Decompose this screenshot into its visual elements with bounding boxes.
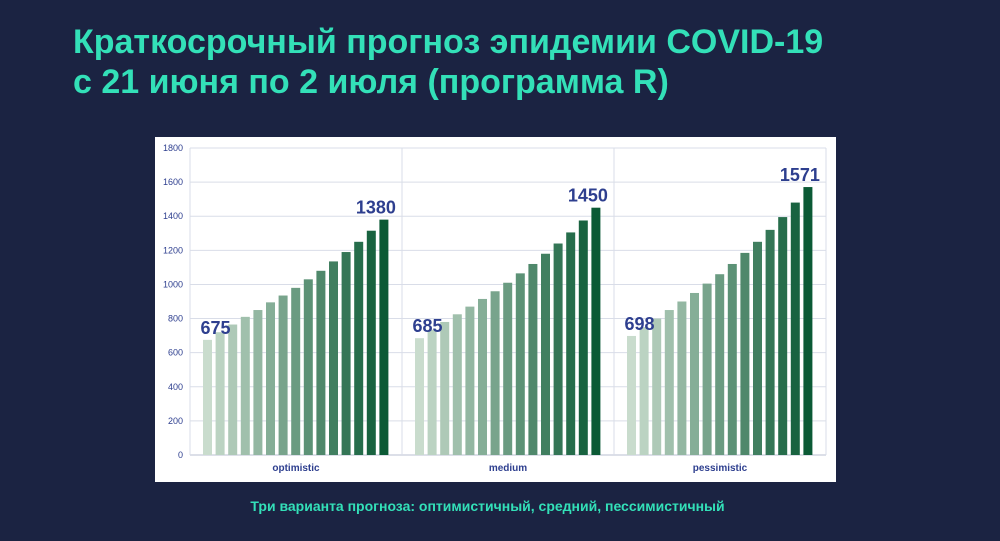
- bar: [515, 273, 525, 455]
- bar: [591, 207, 601, 455]
- chart-bars: [203, 187, 813, 455]
- bar: [366, 230, 376, 455]
- bar: [639, 327, 649, 455]
- bar: [415, 338, 424, 455]
- data-label-last: 1450: [568, 186, 608, 206]
- y-tick-label: 800: [168, 314, 183, 324]
- y-tick-label: 1600: [163, 177, 183, 187]
- bar: [677, 301, 687, 455]
- chart-caption: Три варианта прогноза: оптимистичный, ср…: [250, 498, 725, 514]
- bar: [727, 263, 737, 455]
- bar: [664, 310, 674, 455]
- bar: [702, 283, 712, 455]
- bar: [778, 217, 788, 455]
- bar: [528, 263, 538, 455]
- bar: [452, 314, 462, 455]
- bar: [228, 324, 238, 455]
- title-line-2: с 21 июня по 2 июля (программа R): [73, 63, 669, 101]
- bar: [278, 295, 288, 455]
- y-tick-label: 0: [178, 450, 183, 460]
- y-tick-label: 1000: [163, 279, 183, 289]
- data-label-first: 675: [200, 318, 230, 338]
- y-tick-label: 1200: [163, 245, 183, 255]
- bar: [478, 298, 487, 455]
- x-axis-categories: optimistic medium pessimistic: [272, 463, 747, 474]
- bar: [652, 318, 662, 455]
- bar: [291, 287, 301, 455]
- bar: [490, 291, 500, 455]
- bar: [753, 241, 762, 455]
- bar-chart: 0 200 400 600 800 1000 1200 1400 1600 1800 675 138…: [163, 143, 827, 474]
- x-category-label: pessimistic: [693, 463, 748, 474]
- bar: [765, 229, 775, 455]
- bar: [715, 274, 725, 455]
- bar: [215, 332, 225, 455]
- bar: [379, 219, 389, 455]
- page-title: Краткосрочный прогноз эпидемии COVID-19 …: [73, 22, 973, 102]
- data-label-last: 1380: [356, 198, 396, 218]
- bar: [740, 252, 750, 455]
- bar: [427, 329, 437, 455]
- bar: [240, 316, 250, 455]
- x-category-label: medium: [489, 463, 527, 474]
- bar: [203, 339, 212, 455]
- x-category-label: optimistic: [272, 463, 320, 474]
- bar: [578, 220, 588, 455]
- data-label-first: 698: [624, 314, 654, 334]
- bar: [266, 302, 275, 455]
- bar: [253, 310, 263, 455]
- data-label-last: 1571: [780, 165, 820, 185]
- bar: [316, 270, 326, 455]
- bar: [465, 306, 475, 455]
- y-tick-label: 600: [168, 348, 183, 358]
- title-line-1: Краткосрочный прогноз эпидемии COVID-19: [73, 23, 824, 61]
- bar: [329, 261, 338, 455]
- bar: [541, 253, 550, 455]
- bar: [503, 282, 513, 455]
- bar: [303, 279, 313, 455]
- bar: [553, 243, 563, 455]
- chart-data-labels: 675 1380 685 1450 698 1571: [200, 165, 819, 338]
- y-tick-label: 1800: [163, 143, 183, 153]
- bar: [354, 241, 364, 455]
- chart-panel: 0 200 400 600 800 1000 1200 1400 1600 1800 675 138…: [155, 137, 836, 482]
- bar: [627, 335, 636, 455]
- bar: [341, 252, 351, 455]
- bar: [440, 321, 450, 455]
- bar: [803, 187, 813, 455]
- y-tick-label: 200: [168, 416, 183, 426]
- data-label-first: 685: [412, 316, 442, 336]
- bar: [566, 232, 576, 455]
- y-tick-label: 400: [168, 382, 183, 392]
- bar: [690, 292, 699, 455]
- y-axis-ticks: 0 200 400 600 800 1000 1200 1400 1600 1800: [163, 143, 183, 460]
- y-tick-label: 1400: [163, 211, 183, 221]
- bar: [790, 202, 800, 455]
